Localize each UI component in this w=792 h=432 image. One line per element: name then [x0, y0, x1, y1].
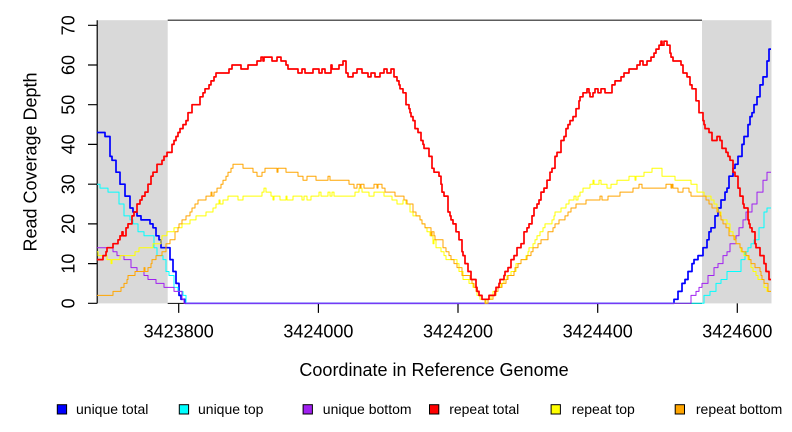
svg-text:60: 60 — [59, 55, 79, 75]
svg-text:repeat top: repeat top — [572, 401, 635, 417]
svg-text:unique total: unique total — [76, 401, 148, 417]
svg-text:40: 40 — [59, 134, 79, 154]
svg-text:Coordinate in Reference Genome: Coordinate in Reference Genome — [299, 360, 568, 380]
svg-text:repeat bottom: repeat bottom — [696, 401, 782, 417]
svg-text:50: 50 — [59, 95, 79, 115]
svg-text:unique bottom: unique bottom — [323, 401, 412, 417]
svg-text:20: 20 — [59, 214, 79, 234]
svg-text:3424400: 3424400 — [563, 322, 633, 342]
svg-text:3424000: 3424000 — [283, 322, 353, 342]
svg-text:Read Coverage Depth: Read Coverage Depth — [20, 72, 40, 251]
svg-text:3424200: 3424200 — [423, 322, 493, 342]
svg-text:30: 30 — [59, 174, 79, 194]
svg-text:70: 70 — [59, 15, 79, 35]
svg-text:3424600: 3424600 — [702, 322, 772, 342]
svg-text:10: 10 — [59, 254, 79, 274]
svg-text:0: 0 — [59, 298, 79, 308]
svg-text:unique top: unique top — [198, 401, 264, 417]
svg-text:3423800: 3423800 — [144, 322, 214, 342]
svg-text:repeat total: repeat total — [449, 401, 519, 417]
